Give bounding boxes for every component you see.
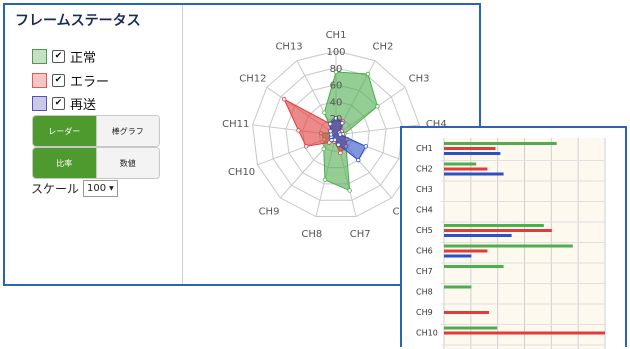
panel-title: フレームステータス [15,13,141,29]
radar-category-label: CH11 [222,119,249,130]
value-button[interactable]: 数値 [95,148,159,178]
normal-swatch [32,48,47,64]
bar-category-label: CH2 [416,165,433,174]
bar-resend [444,234,512,237]
radar-category-label: CH12 [239,74,266,85]
radar-point-normal [321,146,326,152]
radar-point-resend [340,120,345,126]
radar-category-label: CH13 [275,42,302,53]
radar-chart: 20406080100CH1CH2CH3CH4CH5CH6CH7CH8CH9CH… [222,30,447,240]
bar-resend [444,172,504,176]
radar-category-label: CH3 [409,74,430,85]
radar-category-label: CH1 [326,30,347,41]
bar-normal [444,162,477,166]
radar-point-resend [327,121,333,127]
bar-normal [444,142,557,145]
radar-category-label: CH9 [259,207,280,218]
radar-tick-label: 80 [330,64,343,75]
scale-control: スケール 100 ▼ [31,180,118,197]
legend-label-error: エラー [70,74,110,90]
ratio-button[interactable]: 比率 [33,148,96,178]
radar-point-error [296,128,301,133]
bar-normal [444,265,504,268]
bar-normal [444,224,544,227]
bar-normal [444,244,573,248]
resend-swatch [32,95,47,111]
radar-point-normal [347,188,352,193]
radar-point-error [281,97,287,102]
radar-point-resend [333,115,339,121]
bar-error [444,229,552,232]
scale-select[interactable]: 100 ▼ [83,180,118,197]
radar-point-normal [365,71,371,77]
legend-item-normal[interactable]: ✔ 正常 [32,47,97,66]
bar-category-label: CH10 [416,329,438,338]
bar-chart: CH1 CH2 CH3 CH4 CH5 CH6 CH7 CH8 CH9 CH10 [416,138,606,349]
radar-category-label: CH4 [426,119,447,130]
control-sidebar: フレームステータス ✔ 正常 ✔ エラー ✔ 再送 レーダー 棒グラフ 比率 数… [5,5,183,284]
radar-category-label: CH10 [228,167,255,178]
radar-tick-label: 100 [326,47,345,58]
resend-checkbox[interactable]: ✔ [52,96,65,110]
radar-point-resend [336,142,341,147]
bar-error [444,311,490,314]
bar-category-label: CH3 [416,185,433,194]
radar-point-resend [337,132,343,137]
radar-category-label: CH2 [372,42,393,53]
radar-grid-ring [268,67,404,201]
bar-error [444,167,488,171]
radar-point-normal [322,110,327,115]
radar-tick-label: 40 [330,97,343,108]
bar-chart-panel: CH1 CH2 CH3 CH4 CH5 CH6 CH7 CH8 CH9 CH10 [400,126,627,349]
chart-type-toggle: レーダー 棒グラフ [32,115,160,147]
legend-item-error[interactable]: ✔ エラー [32,71,110,90]
legend-item-resend[interactable]: ✔ 再送 [32,94,97,113]
radar-point-normal [322,177,328,183]
bar-category-label: CH7 [416,267,433,276]
error-swatch [32,72,47,88]
bar-category-label: CH9 [416,308,433,317]
radar-point-normal [375,104,380,109]
bar-resend [444,254,472,258]
bar-category-label: CH5 [416,226,433,235]
bar-error [444,147,496,150]
bar-normal [444,326,498,330]
bar-category-label: CH1 [416,144,433,153]
error-checkbox[interactable]: ✔ [52,73,65,87]
radar-point-error [303,144,309,149]
radar-point-resend [363,144,369,149]
radar-category-label: CH7 [350,229,371,240]
legend-label-normal: 正常 [70,50,97,66]
normal-checkbox[interactable]: ✔ [52,49,65,63]
chevron-down-icon: ▼ [109,185,114,192]
radar-category-label: CH8 [301,229,322,240]
bar-error [444,249,488,253]
radar-grid-ring [252,50,420,218]
scale-label: スケール [31,182,80,196]
radar-tick-label: 60 [330,81,343,92]
legend-label-resend: 再送 [70,97,97,113]
radar-tick-label: 20 [330,114,343,125]
mode-toggle: 比率 数値 [32,147,160,179]
scale-value: 100 [87,183,107,194]
bar-normal [444,285,472,289]
radar-point-resend [356,157,361,163]
bar-category-label: CH8 [416,288,433,297]
radar-point-error [338,150,343,156]
bar-category-label: CH6 [416,247,433,256]
radar-button[interactable]: レーダー [33,116,96,146]
radar-point-normal [333,69,339,75]
bar-error [444,331,605,335]
bar-resend [444,152,501,155]
radar-point-resend [328,128,333,134]
bar-chart-button[interactable]: 棒グラフ [95,116,159,146]
bar-category-label: CH4 [416,206,433,215]
